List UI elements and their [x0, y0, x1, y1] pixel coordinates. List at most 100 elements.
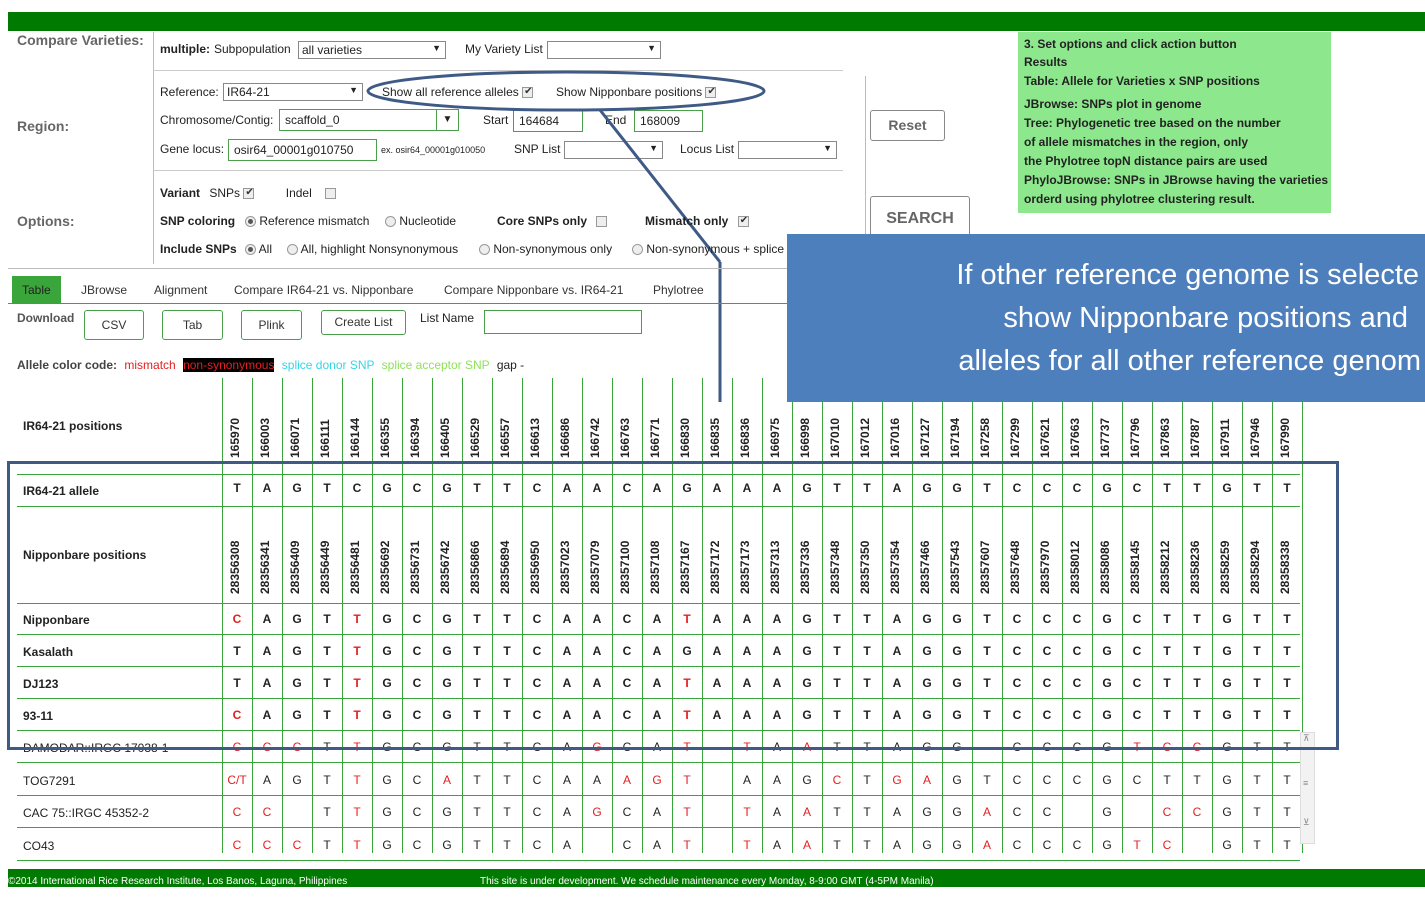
help-line: orderd using phylotree clustering result… — [1024, 192, 1255, 206]
help-instructions-box: 3. Set options and click action button R… — [1018, 32, 1331, 213]
snp-list-select[interactable]: ▼ — [564, 141, 663, 159]
help-line: Tree: Phylogenetic tree based on the num… — [1024, 116, 1281, 130]
legend-splice-donor: splice donor SNP — [281, 358, 375, 372]
allele-color-legend: Allele color code: mismatch non-synonymo… — [17, 358, 524, 372]
nucleotide-radio[interactable] — [385, 216, 396, 228]
help-line: of allele mismatches in the region, only — [1024, 135, 1249, 149]
tab-alignment[interactable]: Alignment — [154, 283, 208, 297]
legend-splice-acceptor: splice acceptor SNP — [381, 358, 490, 372]
chevron-down-icon: ▼ — [649, 143, 658, 153]
indel-checkbox[interactable] — [325, 188, 337, 200]
gene-locus-label: Gene locus: — [160, 142, 225, 156]
highlight-rectangle — [7, 461, 1339, 750]
search-button[interactable]: SEARCH — [870, 196, 970, 240]
nucleotide-option[interactable]: Nucleotide — [385, 214, 456, 228]
region-label: Region: — [17, 118, 70, 134]
scroll-up-icon[interactable]: ⊼ — [1303, 733, 1310, 743]
show-nipponbare-positions: Show Nipponbare positions — [556, 85, 717, 99]
end-input[interactable]: 168009 — [634, 110, 703, 132]
pointer-line — [598, 109, 722, 263]
scroll-grip-icon[interactable]: ≡ — [1303, 778, 1309, 788]
show-nipponbare-checkbox[interactable] — [705, 87, 717, 99]
chromosome-label: Chromosome/Contig: — [160, 113, 274, 127]
nonsyn-only-label: Non-synonymous only — [493, 242, 613, 256]
create-list-button[interactable]: Create List — [321, 310, 406, 335]
list-name-input[interactable] — [484, 310, 642, 334]
ref-mismatch-radio[interactable] — [245, 216, 256, 228]
my-variety-list-label: My Variety List — [465, 42, 543, 56]
scroll-down-icon[interactable]: ⊻ — [1303, 817, 1310, 827]
mismatch-only-option: Mismatch only — [645, 214, 749, 228]
gene-locus-input[interactable]: osir64_00001g010750 — [228, 139, 377, 161]
mismatch-only-checkbox[interactable] — [737, 216, 749, 228]
download-label: Download — [17, 311, 75, 325]
chevron-down-icon: ▼ — [823, 143, 832, 153]
snps-checkbox[interactable] — [243, 188, 255, 200]
form-divider — [153, 32, 154, 264]
nonsyn-only-option[interactable]: Non-synonymous only — [479, 242, 612, 256]
show-all-ref-alleles-label: Show all reference alleles — [382, 85, 519, 99]
snp-coloring-label: SNP coloring — [160, 214, 236, 228]
reset-button[interactable]: Reset — [870, 110, 945, 141]
indel-label: Indel — [285, 186, 312, 200]
top-header-bar — [8, 12, 1425, 31]
footer-notice: This site is under development. We sched… — [480, 876, 934, 887]
subpopulation-select[interactable]: all varieties ▼ — [298, 41, 446, 59]
include-highlight-radio[interactable] — [287, 244, 298, 256]
tabs-bottom-divider — [8, 303, 788, 304]
gene-locus-example: ex. osir64_00001g010050 — [381, 145, 486, 155]
download-plink-button[interactable]: Plink — [241, 310, 302, 340]
chromosome-select[interactable]: scaffold_0 ▼ — [279, 109, 459, 131]
variant-label: Variant — [160, 186, 201, 200]
ref-mismatch-option[interactable]: Reference mismatch — [245, 214, 369, 228]
tab-compare-nipponbare-vs-ir64[interactable]: Compare Nipponbare vs. IR64-21 — [444, 283, 624, 297]
row-divider — [153, 70, 843, 71]
my-variety-list-select[interactable]: ▼ — [547, 41, 661, 59]
nucleotide-label: Nucleotide — [399, 214, 457, 228]
row-divider — [153, 170, 843, 171]
button-divider — [865, 76, 866, 236]
include-highlight-option[interactable]: All, highlight Nonsynonymous — [287, 242, 458, 256]
download-csv-button[interactable]: CSV — [84, 310, 144, 340]
compare-varieties-label: Compare Varieties: — [17, 32, 144, 48]
include-all-option[interactable]: All — [245, 242, 272, 256]
nonsyn-splice-radio[interactable] — [632, 244, 643, 256]
footer-bar: ©2014 International Rice Research Instit… — [8, 869, 1425, 887]
mismatch-only-label: Mismatch only — [645, 214, 729, 228]
include-all-radio[interactable] — [245, 244, 256, 256]
legend-nonsynonymous: non-synonymous — [183, 358, 275, 372]
tab-compare-ir64-vs-nipponbare[interactable]: Compare IR64-21 vs. Nipponbare — [234, 283, 414, 297]
callout-line: If other reference genome is selecte — [956, 259, 1419, 291]
show-nipponbare-label: Show Nipponbare positions — [556, 85, 703, 99]
tabs-top-divider — [8, 268, 788, 269]
start-label: Start — [483, 113, 509, 127]
chevron-down-icon: ▼ — [349, 85, 358, 95]
nonsyn-splice-option[interactable]: Non-synonymous + splice — [632, 242, 784, 256]
help-line: PhyloJBrowse: SNPs in JBrowse having the… — [1024, 173, 1329, 187]
table-scrollbar[interactable]: ⊼ ≡ ⊻ — [1300, 732, 1315, 844]
help-line: Results — [1024, 55, 1068, 69]
tab-jbrowse[interactable]: JBrowse — [81, 283, 128, 297]
start-input[interactable]: 164684 — [513, 110, 583, 132]
help-line: Table: Allele for Varieties x SNP positi… — [1024, 74, 1260, 88]
reference-select[interactable]: IR64-21 ▼ — [223, 83, 363, 101]
core-snps-checkbox[interactable] — [596, 216, 608, 228]
locus-list-select[interactable]: ▼ — [738, 141, 837, 159]
show-all-ref-alleles-checkbox[interactable] — [522, 87, 534, 99]
tab-table[interactable]: Table — [12, 276, 61, 304]
core-snps-option: Core SNPs only — [497, 214, 608, 228]
variant-row: Variant SNPs Indel — [160, 186, 337, 200]
snps-label: SNPs — [209, 186, 241, 200]
subpopulation-label: Subpopulation — [214, 42, 291, 56]
multiple-label: multiple: — [160, 42, 210, 56]
legend-mismatch: mismatch — [124, 358, 176, 372]
ref-mismatch-label: Reference mismatch — [259, 214, 370, 228]
help-line: 3. Set options and click action button — [1024, 37, 1237, 51]
download-tab-button[interactable]: Tab — [162, 310, 223, 340]
nonsyn-only-radio[interactable] — [479, 244, 490, 256]
show-all-reference-alleles: Show all reference alleles — [382, 85, 534, 99]
tab-phylotree[interactable]: Phylotree — [653, 283, 704, 297]
chevron-down-icon: ▼ — [647, 43, 656, 53]
snp-list-label: SNP List — [514, 142, 561, 156]
chevron-down-icon: ▼ — [436, 110, 458, 130]
